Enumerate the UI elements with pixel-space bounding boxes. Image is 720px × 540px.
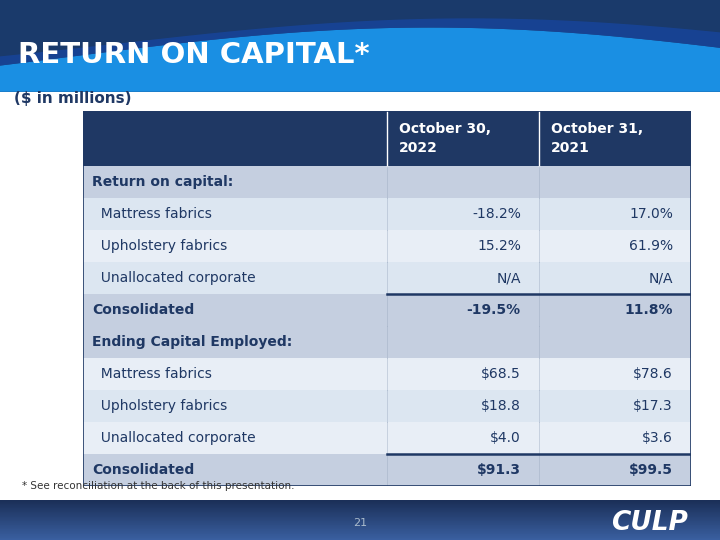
Text: Mattress fabrics: Mattress fabrics bbox=[92, 367, 212, 381]
Bar bbox=[0, 514, 720, 515]
Bar bbox=[0, 518, 720, 519]
FancyBboxPatch shape bbox=[83, 390, 691, 422]
Bar bbox=[0, 523, 720, 524]
Text: 17.0%: 17.0% bbox=[629, 207, 673, 221]
Bar bbox=[0, 510, 720, 511]
Bar bbox=[0, 536, 720, 537]
Bar bbox=[0, 507, 720, 508]
FancyBboxPatch shape bbox=[83, 111, 691, 166]
Text: Upholstery fabrics: Upholstery fabrics bbox=[92, 399, 228, 413]
Bar bbox=[0, 521, 720, 522]
FancyBboxPatch shape bbox=[83, 198, 691, 230]
Text: 61.9%: 61.9% bbox=[629, 239, 673, 253]
Bar bbox=[0, 513, 720, 514]
Bar bbox=[0, 519, 720, 521]
Bar bbox=[0, 517, 720, 518]
Bar bbox=[0, 505, 720, 506]
Text: $17.3: $17.3 bbox=[634, 399, 673, 413]
Bar bbox=[0, 527, 720, 528]
Bar bbox=[0, 531, 720, 532]
Bar bbox=[0, 502, 720, 503]
FancyBboxPatch shape bbox=[83, 454, 691, 486]
FancyBboxPatch shape bbox=[83, 294, 691, 326]
FancyBboxPatch shape bbox=[0, 0, 720, 92]
Text: Return on capital:: Return on capital: bbox=[92, 176, 233, 189]
Bar bbox=[0, 509, 720, 510]
Bar bbox=[0, 534, 720, 535]
Text: -19.5%: -19.5% bbox=[467, 303, 521, 317]
Text: -18.2%: -18.2% bbox=[472, 207, 521, 221]
Bar bbox=[0, 516, 720, 517]
FancyBboxPatch shape bbox=[83, 326, 691, 358]
Text: $4.0: $4.0 bbox=[490, 431, 521, 445]
Text: $91.3: $91.3 bbox=[477, 463, 521, 477]
Text: October 31,
2021: October 31, 2021 bbox=[552, 122, 644, 155]
FancyBboxPatch shape bbox=[83, 166, 691, 198]
Text: $99.5: $99.5 bbox=[629, 463, 673, 477]
FancyBboxPatch shape bbox=[83, 422, 691, 454]
Bar bbox=[0, 511, 720, 512]
Bar bbox=[0, 506, 720, 507]
Bar bbox=[0, 535, 720, 536]
Text: Consolidated: Consolidated bbox=[92, 303, 194, 317]
Text: Ending Capital Employed:: Ending Capital Employed: bbox=[92, 335, 292, 349]
Text: October 30,
2022: October 30, 2022 bbox=[399, 122, 491, 155]
Bar bbox=[0, 503, 720, 504]
Text: 21: 21 bbox=[353, 518, 367, 528]
Text: ($ in millions): ($ in millions) bbox=[14, 91, 132, 106]
Text: * See reconciliation at the back of this presentation.: * See reconciliation at the back of this… bbox=[22, 481, 294, 491]
Text: $18.8: $18.8 bbox=[481, 399, 521, 413]
Bar bbox=[0, 537, 720, 538]
Bar bbox=[0, 529, 720, 530]
Text: Mattress fabrics: Mattress fabrics bbox=[92, 207, 212, 221]
Bar bbox=[0, 508, 720, 509]
Text: Upholstery fabrics: Upholstery fabrics bbox=[92, 239, 228, 253]
Bar bbox=[0, 532, 720, 534]
FancyBboxPatch shape bbox=[83, 358, 691, 390]
Text: CULP: CULP bbox=[611, 510, 688, 536]
Bar bbox=[0, 512, 720, 513]
Text: $68.5: $68.5 bbox=[481, 367, 521, 381]
Text: RETURN ON CAPITAL*: RETURN ON CAPITAL* bbox=[18, 41, 369, 69]
Text: 15.2%: 15.2% bbox=[477, 239, 521, 253]
FancyBboxPatch shape bbox=[83, 262, 691, 294]
Bar bbox=[0, 526, 720, 527]
FancyBboxPatch shape bbox=[83, 230, 691, 262]
Bar bbox=[0, 530, 720, 531]
Text: $3.6: $3.6 bbox=[642, 431, 673, 445]
Bar bbox=[0, 501, 720, 502]
Text: Consolidated: Consolidated bbox=[92, 463, 194, 477]
Bar bbox=[0, 525, 720, 526]
Bar bbox=[0, 539, 720, 540]
Bar bbox=[0, 504, 720, 505]
Text: Unallocated corporate: Unallocated corporate bbox=[92, 431, 256, 445]
Text: 11.8%: 11.8% bbox=[624, 303, 673, 317]
Bar bbox=[0, 522, 720, 523]
Bar bbox=[0, 528, 720, 529]
Text: N/A: N/A bbox=[496, 271, 521, 285]
Text: $78.6: $78.6 bbox=[633, 367, 673, 381]
Bar bbox=[0, 538, 720, 539]
Bar bbox=[0, 515, 720, 516]
Bar bbox=[0, 524, 720, 525]
Polygon shape bbox=[0, 28, 720, 92]
Text: Unallocated corporate: Unallocated corporate bbox=[92, 271, 256, 285]
Polygon shape bbox=[0, 18, 720, 65]
Bar bbox=[0, 500, 720, 501]
Text: N/A: N/A bbox=[649, 271, 673, 285]
